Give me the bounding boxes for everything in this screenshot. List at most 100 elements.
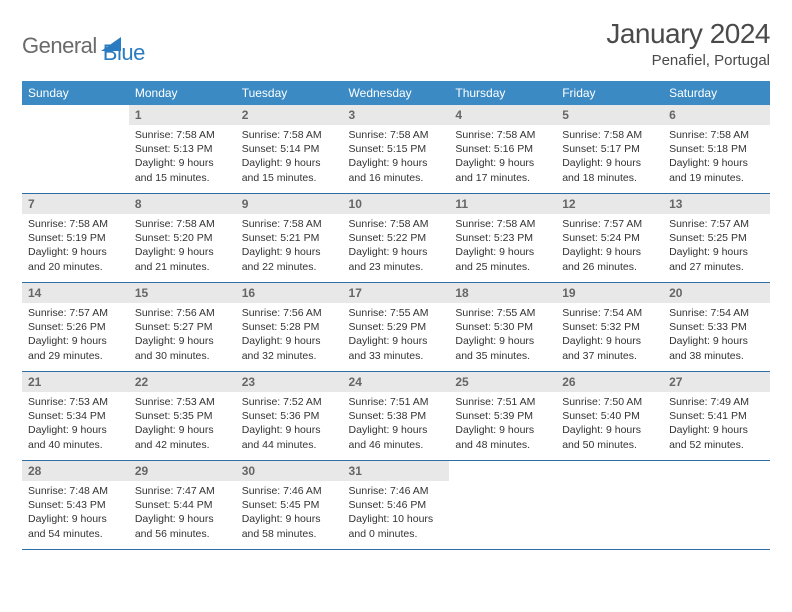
sunset-text: Sunset: 5:38 PM (349, 409, 444, 423)
day-number: 14 (22, 283, 129, 303)
day-number: 22 (129, 372, 236, 392)
day-number: 16 (236, 283, 343, 303)
sunset-text: Sunset: 5:36 PM (242, 409, 337, 423)
day-cell: 4Sunrise: 7:58 AMSunset: 5:16 PMDaylight… (449, 105, 556, 194)
day-cell: 29Sunrise: 7:47 AMSunset: 5:44 PMDayligh… (129, 461, 236, 550)
day-number: 8 (129, 194, 236, 214)
sunrise-text: Sunrise: 7:57 AM (28, 306, 123, 320)
day-body: Sunrise: 7:46 AMSunset: 5:45 PMDaylight:… (236, 481, 343, 547)
day-number: 17 (343, 283, 450, 303)
day-number: 9 (236, 194, 343, 214)
sunrise-text: Sunrise: 7:49 AM (669, 395, 764, 409)
day-number: 13 (663, 194, 770, 214)
day-cell: 13Sunrise: 7:57 AMSunset: 5:25 PMDayligh… (663, 194, 770, 283)
day-body: Sunrise: 7:55 AMSunset: 5:29 PMDaylight:… (343, 303, 450, 369)
sunrise-text: Sunrise: 7:51 AM (455, 395, 550, 409)
page-header: General Blue January 2024 Penafiel, Port… (22, 18, 770, 69)
sunset-text: Sunset: 5:33 PM (669, 320, 764, 334)
sunset-text: Sunset: 5:23 PM (455, 231, 550, 245)
day-body: Sunrise: 7:57 AMSunset: 5:25 PMDaylight:… (663, 214, 770, 280)
daylight-text: Daylight: 9 hours and 42 minutes. (135, 423, 230, 451)
day-body: Sunrise: 7:55 AMSunset: 5:30 PMDaylight:… (449, 303, 556, 369)
daylight-text: Daylight: 9 hours and 37 minutes. (562, 334, 657, 362)
sunset-text: Sunset: 5:29 PM (349, 320, 444, 334)
sunset-text: Sunset: 5:35 PM (135, 409, 230, 423)
day-number: 18 (449, 283, 556, 303)
day-body: Sunrise: 7:57 AMSunset: 5:26 PMDaylight:… (22, 303, 129, 369)
title-block: January 2024 Penafiel, Portugal (606, 18, 770, 69)
daylight-text: Daylight: 9 hours and 22 minutes. (242, 245, 337, 273)
sunset-text: Sunset: 5:24 PM (562, 231, 657, 245)
daylight-text: Daylight: 9 hours and 29 minutes. (28, 334, 123, 362)
daylight-text: Daylight: 9 hours and 16 minutes. (349, 156, 444, 184)
sunset-text: Sunset: 5:43 PM (28, 498, 123, 512)
weekday-header-row: Sunday Monday Tuesday Wednesday Thursday… (22, 81, 770, 105)
location: Penafiel, Portugal (606, 52, 770, 69)
weekday-header: Tuesday (236, 81, 343, 105)
day-body: Sunrise: 7:54 AMSunset: 5:33 PMDaylight:… (663, 303, 770, 369)
week-row: 14Sunrise: 7:57 AMSunset: 5:26 PMDayligh… (22, 283, 770, 372)
day-number: 30 (236, 461, 343, 481)
day-cell: 24Sunrise: 7:51 AMSunset: 5:38 PMDayligh… (343, 372, 450, 461)
day-cell: 22 Sunrise: 7:53 AMSunset: 5:35 PMDayligh… (129, 372, 236, 461)
day-cell: 9Sunrise: 7:58 AMSunset: 5:21 PMDaylight… (236, 194, 343, 283)
sunrise-text: Sunrise: 7:57 AM (669, 217, 764, 231)
sunset-text: Sunset: 5:16 PM (455, 142, 550, 156)
day-body: Sunrise: 7:56 AMSunset: 5:27 PMDaylight:… (129, 303, 236, 369)
sunset-text: Sunset: 5:21 PM (242, 231, 337, 245)
day-number: 26 (556, 372, 663, 392)
sunrise-text: Sunrise: 7:50 AM (562, 395, 657, 409)
day-body: Sunrise: 7:49 AMSunset: 5:41 PMDaylight:… (663, 392, 770, 458)
sunset-text: Sunset: 5:40 PM (562, 409, 657, 423)
daylight-text: Daylight: 9 hours and 30 minutes. (135, 334, 230, 362)
sunrise-text: Sunrise: 7:58 AM (669, 128, 764, 142)
daylight-text: Daylight: 9 hours and 58 minutes. (242, 512, 337, 540)
sunrise-text: Sunrise: 7:46 AM (242, 484, 337, 498)
weekday-header: Monday (129, 81, 236, 105)
day-cell: 26Sunrise: 7:50 AMSunset: 5:40 PMDayligh… (556, 372, 663, 461)
daylight-text: Daylight: 9 hours and 27 minutes. (669, 245, 764, 273)
sunrise-text: Sunrise: 7:57 AM (562, 217, 657, 231)
day-cell: 3Sunrise: 7:58 AMSunset: 5:15 PMDaylight… (343, 105, 450, 194)
sunrise-text: Sunrise: 7:48 AM (28, 484, 123, 498)
day-number: 27 (663, 372, 770, 392)
sunrise-text: Sunrise: 7:53 AM (135, 395, 230, 409)
day-number: 10 (343, 194, 450, 214)
day-cell (556, 461, 663, 550)
day-number: 3 (343, 105, 450, 125)
daylight-text: Daylight: 9 hours and 18 minutes. (562, 156, 657, 184)
day-cell: 11Sunrise: 7:58 AMSunset: 5:23 PMDayligh… (449, 194, 556, 283)
daylight-text: Daylight: 9 hours and 44 minutes. (242, 423, 337, 451)
weekday-header: Friday (556, 81, 663, 105)
daylight-text: Daylight: 9 hours and 25 minutes. (455, 245, 550, 273)
weekday-header: Sunday (22, 81, 129, 105)
sunset-text: Sunset: 5:45 PM (242, 498, 337, 512)
daylight-text: Daylight: 9 hours and 38 minutes. (669, 334, 764, 362)
day-number: 23 (236, 372, 343, 392)
daylight-text: Daylight: 9 hours and 40 minutes. (28, 423, 123, 451)
sunrise-text: Sunrise: 7:46 AM (349, 484, 444, 498)
sunset-text: Sunset: 5:17 PM (562, 142, 657, 156)
sunset-text: Sunset: 5:46 PM (349, 498, 444, 512)
weekday-header: Saturday (663, 81, 770, 105)
day-cell: 14Sunrise: 7:57 AMSunset: 5:26 PMDayligh… (22, 283, 129, 372)
logo-text-blue: Blue (103, 40, 145, 66)
sunrise-text: Sunrise: 7:54 AM (669, 306, 764, 320)
sunset-text: Sunset: 5:22 PM (349, 231, 444, 245)
day-body: Sunrise: 7:47 AMSunset: 5:44 PMDaylight:… (129, 481, 236, 547)
week-row: 21Sunrise: 7:53 AMSunset: 5:34 PMDayligh… (22, 372, 770, 461)
daylight-text: Daylight: 9 hours and 33 minutes. (349, 334, 444, 362)
daylight-text: Daylight: 9 hours and 35 minutes. (455, 334, 550, 362)
day-cell: 16Sunrise: 7:56 AMSunset: 5:28 PMDayligh… (236, 283, 343, 372)
day-body: Sunrise: 7:58 AMSunset: 5:21 PMDaylight:… (236, 214, 343, 280)
day-body: Sunrise: 7:51 AMSunset: 5:39 PMDaylight:… (449, 392, 556, 458)
day-number: 21 (22, 372, 129, 392)
sunset-text: Sunset: 5:39 PM (455, 409, 550, 423)
day-body: Sunrise: 7:56 AMSunset: 5:28 PMDaylight:… (236, 303, 343, 369)
day-cell: 12Sunrise: 7:57 AMSunset: 5:24 PMDayligh… (556, 194, 663, 283)
sunrise-text: Sunrise: 7:52 AM (242, 395, 337, 409)
sunset-text: Sunset: 5:14 PM (242, 142, 337, 156)
daylight-text: Daylight: 9 hours and 15 minutes. (135, 156, 230, 184)
day-cell: 10Sunrise: 7:58 AMSunset: 5:22 PMDayligh… (343, 194, 450, 283)
week-row: 1Sunrise: 7:58 AMSunset: 5:13 PMDaylight… (22, 105, 770, 194)
